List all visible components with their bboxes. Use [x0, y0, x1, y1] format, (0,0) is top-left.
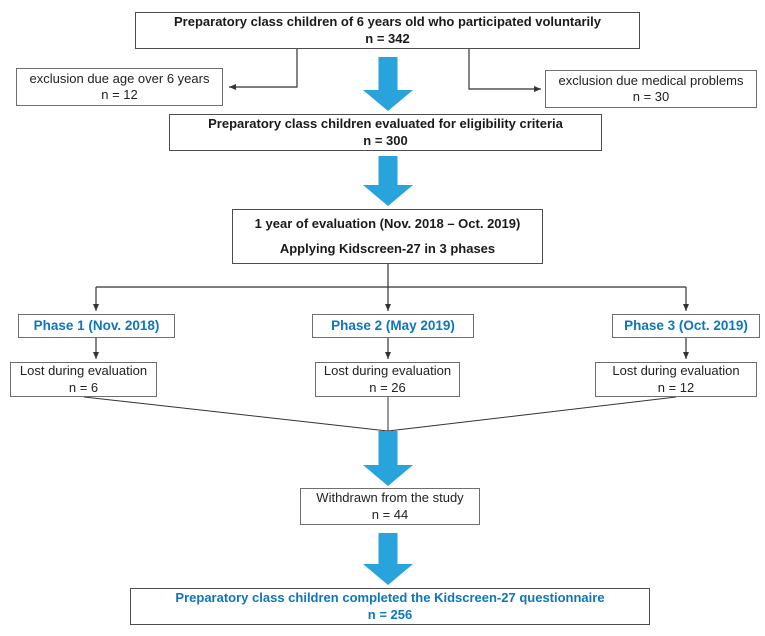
- node-phase2-label: Phase 2 (May 2019): [331, 317, 455, 333]
- node-completed: Preparatory class children completed the…: [130, 588, 650, 625]
- node-withdrawn: Withdrawn from the study n = 44: [300, 488, 480, 525]
- node-eligibility: Preparatory class children evaluated for…: [169, 114, 602, 151]
- node-phase2: Phase 2 (May 2019): [312, 314, 474, 338]
- connector-lost1-converge: [83, 396, 389, 432]
- node-phase1-label: Phase 1 (Nov. 2018): [33, 317, 160, 333]
- node-exclusion-medical-count: n = 30: [632, 89, 670, 104]
- fat-arrow-withdrawn-to-completed: [363, 533, 413, 585]
- fat-arrow-eligibility-to-evaluation: [363, 156, 413, 206]
- connector-to-exclusion-medical: [468, 49, 541, 92]
- node-lost-phase1: Lost during evaluation n = 6: [10, 362, 157, 397]
- node-completed-count: n = 256: [367, 606, 413, 622]
- node-lost-phase2-line1: Lost during evaluation: [323, 363, 452, 378]
- node-exclusion-medical-line1: exclusion due medical problems: [558, 72, 744, 88]
- node-eligibility-count: n = 300: [363, 132, 408, 148]
- node-lost-phase3-count: n = 12: [657, 379, 695, 395]
- node-withdrawn-line1: Withdrawn from the study: [316, 490, 464, 505]
- node-completed-line1: Preparatory class children completed the…: [175, 590, 605, 605]
- node-eligibility-line1: Preparatory class children evaluated for…: [208, 116, 563, 131]
- fat-arrow-converge-to-withdrawn: [363, 431, 413, 486]
- node-enrolled: Preparatory class children of 6 years ol…: [135, 12, 640, 49]
- connector-to-exclusion-age: [229, 49, 298, 90]
- fat-arrow-enrolled-to-eligibility: [363, 57, 413, 111]
- node-evaluation-line1: 1 year of evaluation (Nov. 2018 – Oct. 2…: [254, 215, 521, 231]
- node-exclusion-age-count: n = 12: [101, 87, 138, 102]
- node-lost-phase3-line1: Lost during evaluation: [612, 363, 740, 378]
- node-exclusion-age: exclusion due age over 6 years n = 12: [16, 68, 223, 106]
- node-enrolled-count: n = 342: [365, 30, 410, 46]
- node-phase3: Phase 3 (Oct. 2019): [612, 314, 760, 338]
- node-phase3-label: Phase 3 (Oct. 2019): [624, 317, 748, 333]
- connector-lost3-converge: [387, 396, 677, 432]
- node-evaluation: 1 year of evaluation (Nov. 2018 – Oct. 2…: [232, 209, 543, 264]
- node-lost-phase1-count: n = 6: [68, 379, 99, 395]
- node-exclusion-medical: exclusion due medical problems n = 30: [545, 70, 757, 108]
- node-enrolled-line1: Preparatory class children of 6 years ol…: [174, 14, 601, 29]
- node-lost-phase3: Lost during evaluation n = 12: [595, 362, 757, 397]
- node-withdrawn-count: n = 44: [371, 506, 409, 522]
- node-exclusion-age-line1: exclusion due age over 6 years: [29, 70, 210, 86]
- node-phase1: Phase 1 (Nov. 2018): [18, 314, 175, 338]
- node-lost-phase2: Lost during evaluation n = 26: [315, 362, 460, 397]
- node-lost-phase2-count: n = 26: [369, 379, 406, 395]
- node-lost-phase1-line1: Lost during evaluation: [19, 363, 148, 378]
- node-evaluation-line2: Applying Kidscreen-27 in 3 phases: [279, 241, 496, 256]
